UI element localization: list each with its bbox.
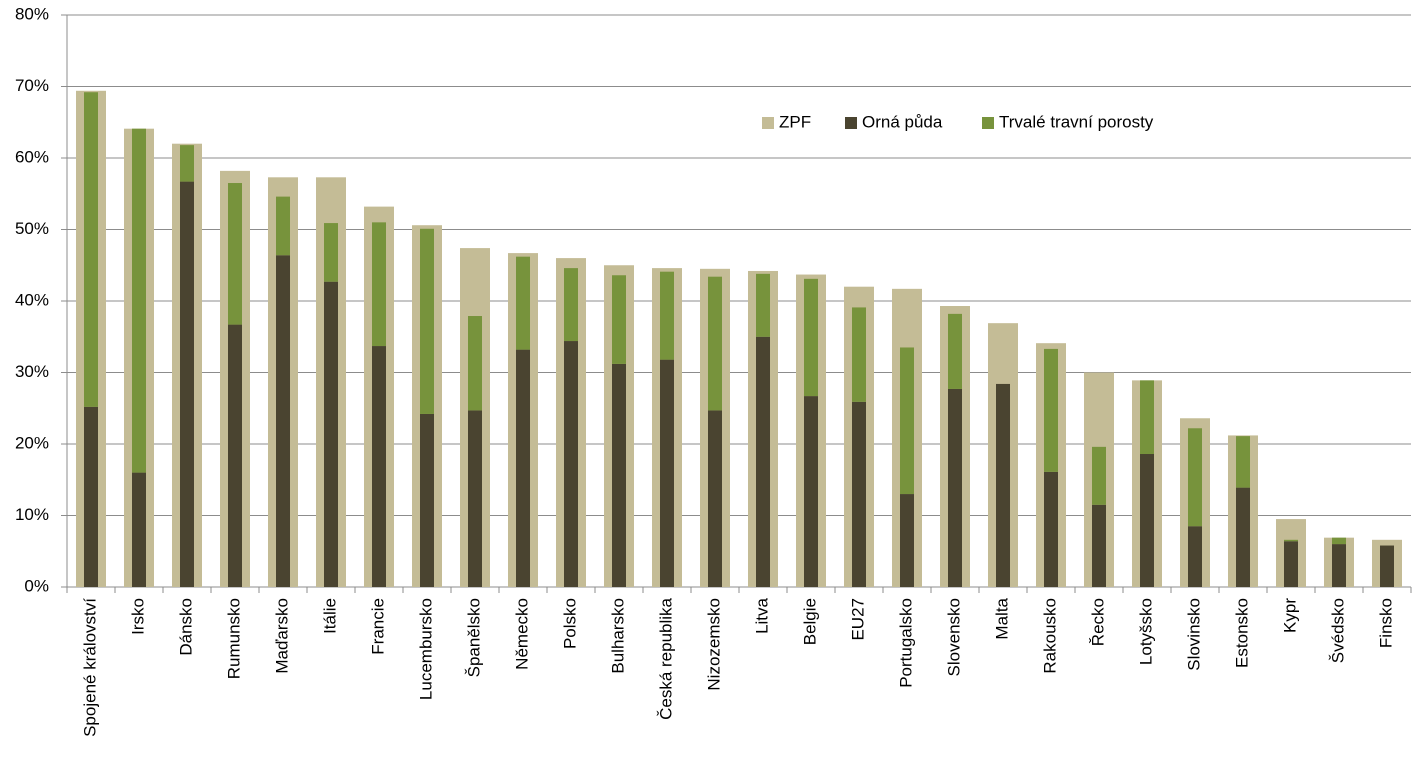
bar-ttp xyxy=(1140,380,1154,455)
x-tick-label: Španělsko xyxy=(464,598,483,677)
x-tick-label: Lucembursko xyxy=(416,598,435,700)
legend-label: Trvalé travní porosty xyxy=(999,112,1154,131)
bar-ttp xyxy=(372,222,386,347)
bar-ttp xyxy=(516,256,530,350)
bar-ttp xyxy=(132,128,146,473)
x-tick-label: Slovinsko xyxy=(1184,598,1203,671)
bar-ttp xyxy=(1236,436,1250,488)
bar-orna xyxy=(1236,487,1250,587)
x-tick-label: Finsko xyxy=(1376,598,1395,648)
bar-orna xyxy=(900,494,914,587)
bar-ttp xyxy=(324,223,338,282)
bar-orna xyxy=(996,383,1010,587)
x-tick-label: Litva xyxy=(752,597,771,633)
bar-orna xyxy=(1380,545,1394,587)
x-tick-label: EU27 xyxy=(848,598,867,641)
bar-ttp xyxy=(660,271,674,360)
bar-ttp xyxy=(228,183,242,325)
x-tick-label: Malta xyxy=(992,597,1011,639)
bar-orna xyxy=(468,410,482,587)
bar-ttp xyxy=(84,92,98,407)
x-tick-label: Polsko xyxy=(560,598,579,649)
legend-swatch xyxy=(982,117,994,129)
x-tick-label: Dánsko xyxy=(176,598,195,656)
bar-ttp xyxy=(1284,539,1298,542)
y-tick-label: 30% xyxy=(15,362,49,381)
bar-ttp xyxy=(948,313,962,389)
x-tick-label: Itálie xyxy=(320,598,339,634)
bar-orna xyxy=(1092,504,1106,587)
bar-orna xyxy=(84,406,98,587)
bar-orna xyxy=(1140,454,1154,587)
bar-orna xyxy=(756,336,770,587)
bar-orna xyxy=(852,401,866,587)
x-tick-label: Slovensko xyxy=(944,598,963,676)
bar-orna xyxy=(660,359,674,587)
x-tick-label: Bulharsko xyxy=(608,598,627,674)
x-tick-label: Řecko xyxy=(1088,598,1107,646)
x-tick-label: Rumunsko xyxy=(224,598,243,679)
bar-orna xyxy=(1332,544,1346,587)
x-tick-label: Nizozemsko xyxy=(704,598,723,691)
bar-orna xyxy=(180,181,194,587)
bar-ttp xyxy=(468,316,482,411)
y-tick-label: 20% xyxy=(15,433,49,452)
bar-orna xyxy=(276,255,290,588)
bar-orna xyxy=(420,413,434,587)
bar-orna xyxy=(708,410,722,587)
y-tick-label: 80% xyxy=(15,4,49,23)
bar-orna xyxy=(1044,471,1058,587)
bar-ttp xyxy=(804,278,818,397)
y-tick-label: 10% xyxy=(15,505,49,524)
x-tick-label: Rakousko xyxy=(1040,598,1059,674)
y-tick-label: 0% xyxy=(24,576,49,595)
x-tick-label: Lotyšsko xyxy=(1136,598,1155,665)
bar-orna xyxy=(612,363,626,587)
bar-ttp xyxy=(1332,537,1346,545)
bar-ttp xyxy=(180,145,194,182)
bar-ttp xyxy=(900,347,914,495)
x-tick-label: Francie xyxy=(368,598,387,655)
x-tick-label: Estonsko xyxy=(1232,598,1251,668)
bar-ttp xyxy=(420,228,434,414)
bar-ttp xyxy=(852,307,866,402)
x-tick-label: Německo xyxy=(512,598,531,670)
bar-orna xyxy=(132,472,146,587)
bar-ttp xyxy=(1188,428,1202,527)
y-tick-label: 60% xyxy=(15,147,49,166)
y-tick-label: 50% xyxy=(15,219,49,238)
bar-orna xyxy=(1188,526,1202,587)
x-tick-label: Česká republika xyxy=(656,597,675,719)
x-tick-label: Švédsko xyxy=(1328,598,1347,663)
bar-orna xyxy=(516,349,530,587)
x-tick-label: Kypr xyxy=(1280,598,1299,633)
bar-ttp xyxy=(708,276,722,411)
bar-ttp xyxy=(612,275,626,364)
legend-label: ZPF xyxy=(779,112,811,131)
y-tick-label: 70% xyxy=(15,76,49,95)
bar-orna xyxy=(564,341,578,587)
bar-ttp xyxy=(276,196,290,256)
legend-swatch xyxy=(762,117,774,129)
bar-ttp xyxy=(564,268,578,342)
bar-ttp xyxy=(1044,348,1058,472)
x-tick-label: Portugalsko xyxy=(896,598,915,688)
bar-orna xyxy=(324,281,338,587)
bar-orna xyxy=(372,346,386,587)
bar-orna xyxy=(1284,541,1298,587)
legend-label: Orná půda xyxy=(862,112,943,131)
bar-ttp xyxy=(756,273,770,337)
x-tick-label: Spojené království xyxy=(80,598,99,737)
y-tick-label: 40% xyxy=(15,290,49,309)
bar-ttp xyxy=(1092,446,1106,505)
bar-orna xyxy=(948,388,962,587)
x-tick-label: Irsko xyxy=(128,598,147,635)
legend-swatch xyxy=(845,117,857,129)
bar-orna xyxy=(228,324,242,587)
x-tick-label: Belgie xyxy=(800,598,819,645)
x-tick-label: Maďarsko xyxy=(272,598,291,674)
bar-orna xyxy=(804,396,818,587)
